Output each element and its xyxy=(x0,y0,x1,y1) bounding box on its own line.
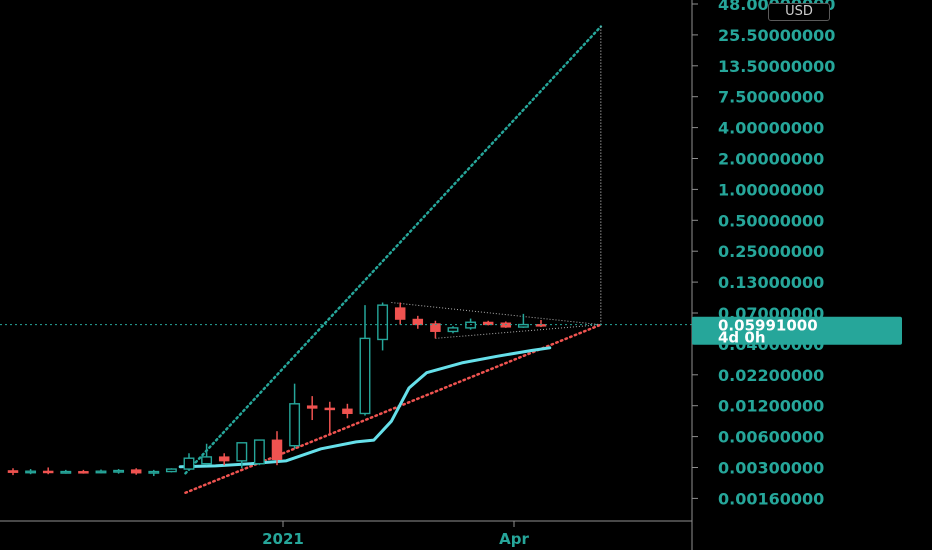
candle xyxy=(447,326,459,334)
price-axis-tick-label: 0.50000000 xyxy=(718,211,824,230)
candle xyxy=(60,469,72,474)
candle xyxy=(289,383,301,449)
candle xyxy=(465,318,477,330)
candle xyxy=(430,320,441,339)
candle-body xyxy=(430,323,441,332)
price-axis-tick-label: 0.00300000 xyxy=(718,459,824,478)
candle-body xyxy=(289,403,301,447)
price-axis-tick-label: 25.50000000 xyxy=(718,26,835,45)
candle-body xyxy=(218,456,230,462)
candle-body xyxy=(359,337,371,415)
candle xyxy=(535,320,547,328)
bar-countdown: 4d 0h xyxy=(718,329,766,347)
candle xyxy=(148,469,160,477)
time-axis-tick-label: 2021 xyxy=(262,530,304,548)
candle-body xyxy=(324,407,336,411)
candle-body xyxy=(183,457,195,470)
triangle-upper-line xyxy=(391,302,601,326)
price-axis[interactable]: 48.0000000025.5000000013.500000007.50000… xyxy=(692,0,835,508)
candle-body xyxy=(78,471,89,474)
candle xyxy=(342,403,353,419)
candle xyxy=(25,469,37,475)
candle-body xyxy=(236,442,248,462)
current-price-tag-background xyxy=(692,316,902,345)
candle-body xyxy=(42,470,54,474)
candle xyxy=(78,469,89,474)
candle xyxy=(324,401,336,436)
candle xyxy=(253,439,265,466)
candle xyxy=(236,442,248,469)
candle xyxy=(306,396,318,421)
candle-body xyxy=(342,408,353,414)
candle xyxy=(183,453,195,471)
price-axis-tick-label: 0.01200000 xyxy=(718,397,824,416)
candle xyxy=(218,453,230,466)
price-axis-tick-label: 2.00000000 xyxy=(718,150,824,169)
candle-body xyxy=(377,304,389,341)
price-axis-tick-label: 0.02200000 xyxy=(718,366,824,385)
candle xyxy=(482,320,494,326)
candle xyxy=(113,469,125,474)
candle-body xyxy=(482,321,494,326)
candle-body xyxy=(113,469,125,473)
candle xyxy=(377,302,389,351)
candle-body xyxy=(253,439,265,465)
candle xyxy=(201,443,213,466)
candle-body xyxy=(517,323,529,328)
current-price-tag: 0.05991000 4d 0h xyxy=(692,316,902,347)
price-axis-tick-label: 0.00160000 xyxy=(718,489,824,508)
candle-body xyxy=(394,307,406,320)
candle xyxy=(271,431,283,466)
candle xyxy=(517,313,529,328)
price-axis-tick-label: 0.00600000 xyxy=(718,428,824,447)
candle xyxy=(394,302,406,325)
candle-body xyxy=(271,439,283,461)
candle-body xyxy=(130,469,142,474)
price-axis-tick-label: 1.00000000 xyxy=(718,180,824,199)
candle-body xyxy=(7,470,19,473)
currency-selector[interactable]: USD xyxy=(768,3,830,21)
time-axis-tick-label: Apr xyxy=(499,530,529,548)
candle-body xyxy=(148,470,160,474)
candle xyxy=(412,315,424,329)
candle xyxy=(165,468,177,473)
candle-body xyxy=(25,470,37,474)
trendlines-layer xyxy=(184,25,603,495)
candle xyxy=(7,468,19,476)
triangle-lower-line xyxy=(435,324,601,339)
candle xyxy=(359,305,371,416)
candle xyxy=(130,468,142,475)
price-axis-tick-label: 13.50000000 xyxy=(718,57,835,76)
price-axis-tick-label: 7.50000000 xyxy=(718,88,824,107)
candle xyxy=(42,467,54,475)
time-axis[interactable]: 2021 Apr xyxy=(262,521,529,548)
price-axis-tick-label: 4.00000000 xyxy=(718,119,824,138)
price-axis-tick-label: 0.13000000 xyxy=(718,273,824,292)
candle-body xyxy=(95,470,107,474)
candles-layer xyxy=(7,302,547,477)
candle-body xyxy=(306,405,318,409)
candle-body xyxy=(165,468,177,473)
candle-body xyxy=(447,327,459,333)
candle xyxy=(95,469,107,474)
candle-body xyxy=(60,470,72,474)
upper-trendline xyxy=(184,25,603,475)
candle-body xyxy=(412,318,424,326)
current-price-value: 0.05991000 xyxy=(718,317,818,335)
price-axis-tick-label: 0.25000000 xyxy=(718,242,824,261)
candle-body xyxy=(201,456,213,465)
